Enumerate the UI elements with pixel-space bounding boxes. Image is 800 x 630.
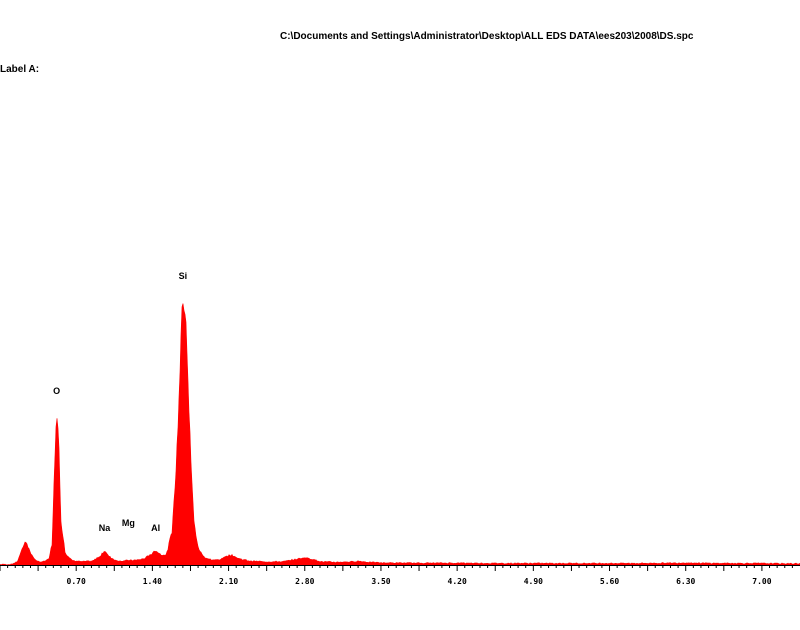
x-tick-label: 0.70 <box>67 577 86 586</box>
peak-label-o: O <box>53 386 60 396</box>
spectrum-area <box>0 303 800 566</box>
x-tick-label: 2.80 <box>295 577 314 586</box>
x-tick-label: 7.00 <box>752 577 771 586</box>
x-tick-label: 1.40 <box>143 577 162 586</box>
label-a: Label A: <box>0 64 40 75</box>
peak-label-mg: Mg <box>122 518 135 528</box>
x-axis-tick-labels: 0.70 1.40 2.10 2.80 3.50 4.20 4.90 5.60 6.30 7.00 <box>67 577 772 586</box>
peak-label-al: Al <box>151 523 160 533</box>
file-path-title: C:\Documents and Settings\Administrator\… <box>280 31 694 42</box>
x-tick-label: 4.20 <box>448 577 467 586</box>
peak-label-na: Na <box>99 523 111 533</box>
x-tick-label: 3.50 <box>371 577 390 586</box>
x-tick-label: 6.30 <box>676 577 695 586</box>
peak-labels: O Na Mg Al Si <box>53 271 187 533</box>
x-tick-label: 4.90 <box>524 577 543 586</box>
peak-label-si: Si <box>179 271 188 281</box>
x-tick-label: 2.10 <box>219 577 238 586</box>
x-tick-label: 5.60 <box>600 577 619 586</box>
x-axis-ticks <box>0 565 793 571</box>
